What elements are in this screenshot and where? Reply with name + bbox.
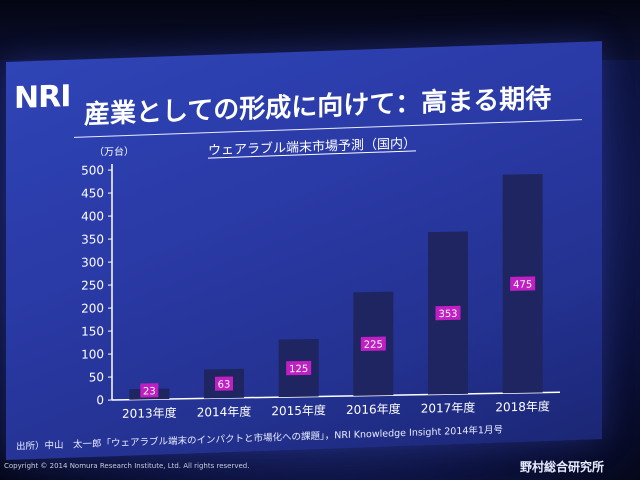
- y-tick-label: 150: [81, 324, 104, 338]
- y-tick-label: 350: [81, 232, 104, 246]
- x-tick-label: 2017年度: [421, 400, 476, 416]
- data-label: 353: [438, 309, 457, 320]
- data-label: 63: [218, 379, 231, 390]
- y-tick-label: 400: [81, 209, 104, 223]
- copyright-text: Copyright © 2014 Nomura Research Institu…: [4, 462, 250, 470]
- y-tick-label: 450: [81, 186, 104, 200]
- data-label-box: [140, 383, 159, 398]
- x-tick-label: 2013年度: [122, 405, 177, 421]
- x-tick-label: 2016年度: [346, 401, 401, 417]
- data-label-box: [360, 336, 386, 351]
- y-tick-label: 100: [81, 347, 104, 361]
- data-label-box: [215, 376, 233, 391]
- company-name: 野村総合研究所: [520, 460, 605, 474]
- x-tick-label: 2018年度: [495, 398, 550, 414]
- y-tick-label: 50: [89, 370, 104, 384]
- data-label: 475: [513, 279, 532, 290]
- y-tick-label: 300: [81, 255, 104, 269]
- x-tick-label: 2015年度: [271, 402, 326, 418]
- y-tick-label: 250: [81, 278, 104, 292]
- data-label-box: [286, 360, 312, 376]
- x-tick-label: 2014年度: [197, 404, 252, 420]
- y-tick-label: 200: [81, 301, 104, 315]
- y-tick-label: 500: [81, 163, 104, 177]
- data-label-box: [510, 276, 536, 291]
- x-axis-line: [112, 391, 560, 401]
- data-label: 125: [289, 364, 308, 375]
- y-axis-unit-label: （万台）: [94, 145, 134, 159]
- data-label: 225: [364, 340, 383, 351]
- y-tick-label: 0: [96, 393, 104, 407]
- data-label-box: [435, 305, 461, 321]
- data-label: 23: [143, 386, 156, 397]
